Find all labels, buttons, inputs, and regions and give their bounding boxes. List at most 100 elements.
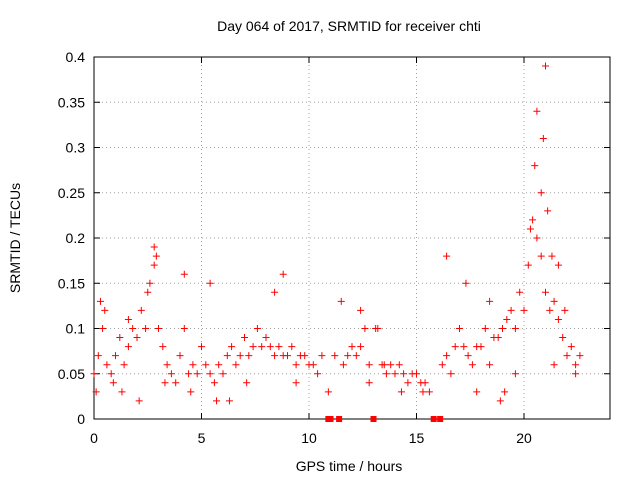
x-axis-label: GPS time / hours [296, 458, 403, 474]
data-point [150, 261, 158, 269]
data-point [189, 361, 197, 369]
data-point [516, 288, 524, 296]
data-point [572, 370, 580, 378]
data-point [462, 279, 470, 287]
data-point [544, 207, 552, 215]
data-point [468, 361, 476, 369]
data-point [279, 270, 287, 278]
data-point [357, 343, 365, 351]
data-point [404, 379, 412, 387]
data-point [531, 162, 539, 170]
zero-marker [370, 416, 377, 422]
data-point [443, 352, 451, 360]
data-point [245, 352, 253, 360]
data-point [225, 397, 233, 405]
data-point [101, 306, 109, 314]
data-point [118, 388, 126, 396]
data-point [210, 379, 218, 387]
data-point [292, 379, 300, 387]
data-point [103, 361, 111, 369]
data-point [92, 388, 100, 396]
data-point [550, 297, 558, 305]
axis-ticks: 0 0.05 0.1 0.15 0.2 0.25 0.3 0.35 0.4 0 5 10 15 20 [58, 49, 610, 446]
data-point [146, 279, 154, 287]
x-tick-label: 20 [516, 430, 532, 446]
data-point [456, 325, 463, 332]
y-tick-label: 0.4 [66, 49, 86, 65]
data-point [223, 352, 231, 360]
data-point [159, 343, 167, 351]
data-point [241, 334, 248, 342]
data-point [576, 352, 584, 360]
data-point [142, 325, 150, 332]
data-point [109, 379, 117, 387]
data-point [124, 343, 132, 351]
data-point [496, 397, 504, 405]
data-point [253, 325, 261, 332]
data-point [116, 334, 124, 342]
data-point [90, 370, 98, 378]
y-tick-label: 0.2 [66, 230, 86, 246]
data-point [129, 325, 137, 332]
data-point [309, 361, 317, 369]
data-point [137, 306, 145, 314]
data-point [99, 325, 107, 332]
data-point [161, 379, 169, 387]
data-point [155, 325, 162, 332]
data-point [275, 343, 283, 351]
x-tick-label: 15 [409, 430, 425, 446]
data-point [271, 352, 279, 360]
data-point [180, 270, 188, 278]
data-point [529, 216, 537, 224]
data-point [167, 370, 175, 378]
data-point [561, 306, 569, 314]
zero-markers [325, 416, 444, 422]
data-point [232, 361, 240, 369]
data-point [554, 315, 562, 323]
data-point [507, 306, 515, 314]
data-point [215, 361, 223, 369]
data-point [198, 343, 205, 351]
data-point [400, 370, 408, 378]
data-point [524, 261, 532, 269]
data-point [258, 343, 266, 351]
data-point [243, 379, 251, 387]
data-point [550, 361, 558, 369]
data-point [331, 352, 339, 360]
data-point [337, 297, 345, 305]
data-point [486, 297, 494, 305]
data-point [520, 306, 528, 314]
data-point [526, 225, 534, 233]
data-point [94, 352, 102, 360]
zero-marker [437, 416, 444, 422]
zero-marker [327, 416, 334, 422]
data-point [124, 315, 132, 323]
data-point [163, 361, 171, 369]
data-point [150, 243, 158, 251]
y-tick-label: 0 [77, 411, 85, 427]
x-tick-label: 0 [90, 430, 98, 446]
data-point [419, 388, 427, 396]
y-axis-label: SRMTID / TECUs [7, 183, 23, 293]
data-point [559, 334, 567, 342]
data-point [563, 352, 571, 360]
data-point [486, 361, 494, 369]
data-point [413, 370, 420, 378]
data-point [511, 325, 519, 332]
zero-marker [430, 416, 437, 422]
data-point [499, 325, 506, 332]
data-point [135, 397, 143, 405]
data-point [213, 397, 221, 405]
data-point [391, 370, 399, 378]
data-point [292, 361, 300, 369]
data-point [318, 352, 326, 360]
data-point [271, 288, 279, 296]
data-point [542, 62, 549, 70]
data-point [542, 288, 549, 296]
data-point [133, 334, 141, 342]
data-point [438, 361, 446, 369]
data-point [120, 361, 128, 369]
y-tick-label: 0.05 [58, 366, 85, 382]
